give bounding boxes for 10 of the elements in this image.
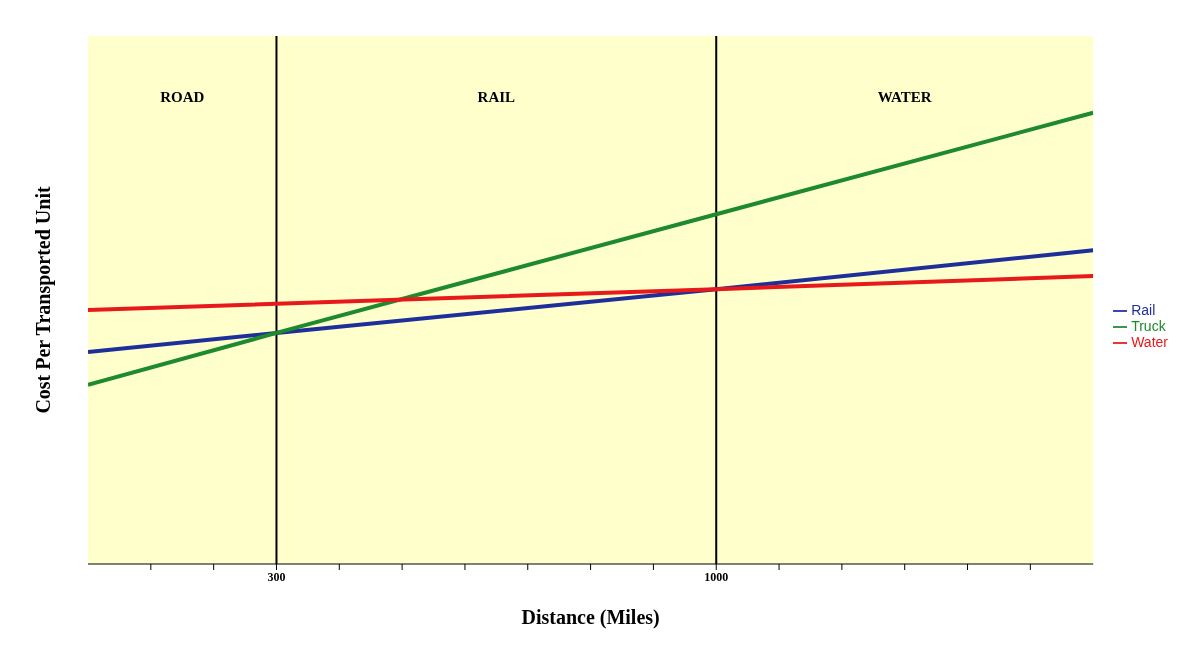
x-tick-label: 300 — [267, 569, 286, 584]
band-label: RAIL — [477, 88, 516, 105]
x-axis-title: Distance (Miles) — [521, 606, 660, 629]
band-label: ROAD — [160, 88, 205, 105]
band-label: WATER — [877, 88, 932, 105]
legend-label: Rail — [1131, 301, 1156, 318]
legend-label: Water — [1131, 334, 1168, 351]
x-tick-label: 1000 — [704, 569, 729, 584]
legend-label: Truck — [1131, 317, 1166, 334]
y-axis-title: Cost Per Transported Unit — [32, 186, 56, 414]
